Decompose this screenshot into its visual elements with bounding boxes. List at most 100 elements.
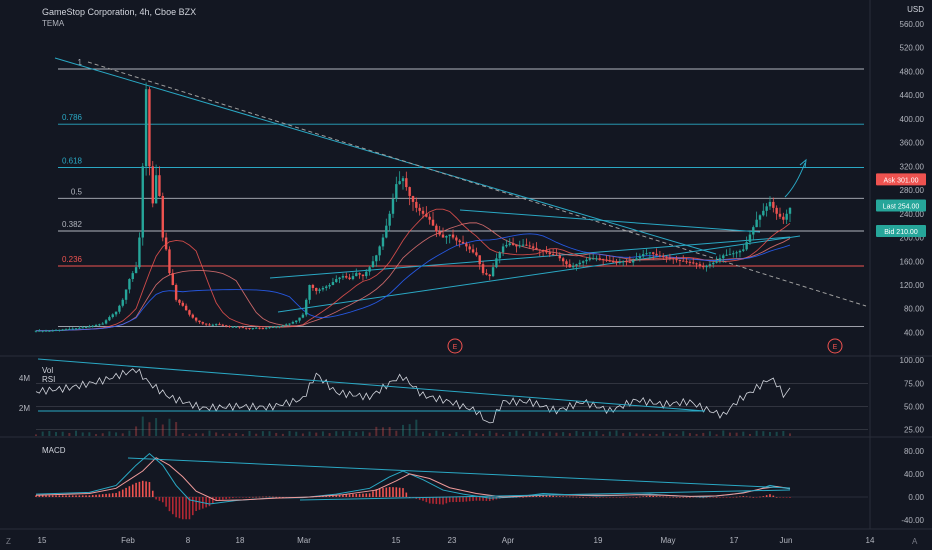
volume-bar xyxy=(95,434,98,436)
candle-body xyxy=(752,227,755,235)
macd-histogram-bar xyxy=(121,489,124,497)
volume-bar xyxy=(415,419,418,436)
candle-body xyxy=(318,289,321,291)
macd-histogram-bar xyxy=(518,497,521,498)
volume-bar xyxy=(128,430,131,436)
candle-body xyxy=(658,255,662,257)
volume-bar xyxy=(295,431,298,436)
auto-scale-toggle[interactable]: A xyxy=(912,537,918,546)
macd-histogram-bar xyxy=(468,497,471,502)
candle-body xyxy=(395,184,398,199)
macd-histogram-bar xyxy=(552,495,554,497)
macd-histogram-bar xyxy=(779,497,781,498)
macd-histogram-bar xyxy=(78,495,81,497)
candle-body xyxy=(608,260,612,262)
candle-body xyxy=(742,249,745,251)
candle-body xyxy=(248,328,251,330)
macd-histogram-bar xyxy=(252,496,254,498)
macd-histogram-bar xyxy=(135,482,137,497)
candle-body xyxy=(745,241,748,250)
candle-body xyxy=(104,320,108,324)
macd-histogram-bar xyxy=(348,494,351,497)
candle-body xyxy=(451,234,455,238)
candle-body xyxy=(208,324,211,326)
candle-body xyxy=(154,175,158,204)
candle-body xyxy=(138,237,141,268)
candle-body xyxy=(631,260,635,263)
candle-body xyxy=(662,255,665,257)
macd-histogram-bar xyxy=(762,496,765,497)
price-tick-label: 160.00 xyxy=(900,257,925,266)
macd-histogram-bar xyxy=(428,497,431,504)
candle-body xyxy=(408,187,411,196)
macd-histogram-bar xyxy=(612,497,614,498)
candle-body xyxy=(778,213,782,217)
macd-histogram-bar xyxy=(265,496,268,498)
time-axis-label: 18 xyxy=(236,536,245,545)
macd-histogram-bar xyxy=(375,489,378,497)
candle-body xyxy=(591,258,595,260)
volume-bar xyxy=(602,434,605,436)
volume-bar xyxy=(148,422,151,436)
candle-body xyxy=(435,225,438,232)
macd-histogram-bar xyxy=(569,496,571,498)
macd-histogram-bar xyxy=(101,494,104,497)
candle-body xyxy=(501,246,505,253)
macd-histogram-bar xyxy=(125,487,127,497)
macd-histogram-bar xyxy=(435,497,438,505)
indicator-label: TEMA xyxy=(42,19,65,28)
macd-tick-label: -40.00 xyxy=(901,516,924,525)
candle-body xyxy=(411,195,415,202)
volume-bar xyxy=(568,433,571,436)
macd-histogram-bar xyxy=(48,495,51,497)
candle-body xyxy=(675,259,678,261)
candle-body xyxy=(211,324,215,326)
macd-tick-label: 80.00 xyxy=(904,447,925,456)
volume-bar xyxy=(648,433,651,436)
volume-bar xyxy=(555,432,558,436)
volume-bar xyxy=(562,432,565,436)
macd-histogram-bar xyxy=(71,495,74,497)
macd-histogram-bar xyxy=(655,496,658,497)
candle-body xyxy=(251,328,255,330)
macd-histogram-bar xyxy=(525,496,528,498)
candle-body xyxy=(158,175,161,196)
timezone-toggle[interactable]: Z xyxy=(6,537,11,546)
volume-bar xyxy=(348,430,351,436)
candle-body xyxy=(328,284,331,287)
candle-body xyxy=(535,247,538,250)
macd-histogram-bar xyxy=(91,495,94,497)
volume-bar xyxy=(268,431,271,436)
candle-body xyxy=(725,254,728,256)
candle-body xyxy=(611,261,615,263)
fib-level-label: 0.786 xyxy=(62,113,83,122)
volume-bar xyxy=(155,418,158,436)
candle-body xyxy=(141,166,144,238)
price-tag-label: Bid 210.00 xyxy=(884,229,918,236)
volume-bar xyxy=(248,430,251,436)
price-tick-label: 440.00 xyxy=(900,91,925,100)
macd-histogram-bar xyxy=(395,487,398,497)
macd-histogram-bar xyxy=(218,497,221,501)
time-axis-label: 17 xyxy=(730,536,739,545)
volume-bar xyxy=(582,432,585,436)
candle-body xyxy=(652,252,655,254)
volume-bar xyxy=(215,432,218,436)
macd-label: MACD xyxy=(42,446,66,455)
candle-body xyxy=(561,258,565,262)
candle-body xyxy=(118,305,121,312)
candle-body xyxy=(578,262,582,265)
macd-histogram-bar xyxy=(462,497,464,502)
candle-body xyxy=(341,276,345,278)
candle-body xyxy=(278,325,281,327)
candle-body xyxy=(505,244,508,247)
candle-body xyxy=(541,249,545,251)
candle-body xyxy=(308,284,311,300)
macd-histogram-bar xyxy=(328,495,331,497)
macd-histogram-bar xyxy=(422,497,424,501)
candle-body xyxy=(295,320,298,323)
candle-body xyxy=(151,166,154,204)
macd-histogram-bar xyxy=(205,497,207,508)
candle-body xyxy=(288,323,291,325)
